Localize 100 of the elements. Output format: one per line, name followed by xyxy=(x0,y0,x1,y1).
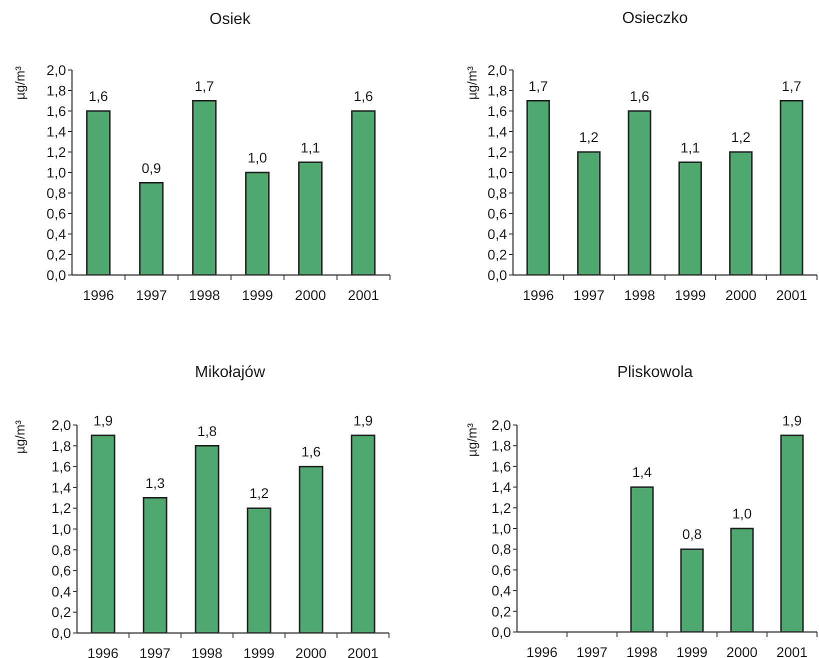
x-tick-label: 2001 xyxy=(347,645,379,658)
bar xyxy=(298,466,324,633)
y-tick-label: 1,0 xyxy=(488,164,508,180)
y-tick-label: 0,2 xyxy=(488,246,508,262)
y-tick-label: 0,4 xyxy=(492,582,512,599)
x-tick-label: 2000 xyxy=(725,287,757,303)
bar xyxy=(350,434,376,633)
y-tick-label: 0,4 xyxy=(52,583,72,600)
bar xyxy=(351,110,376,275)
x-tick-label: 1996 xyxy=(522,287,554,303)
y-tick-label: 1,4 xyxy=(488,123,508,140)
y-axis-title: µg/m³ xyxy=(12,66,28,100)
y-tick-label: 2,0 xyxy=(492,416,512,433)
x-tick-label: 1996 xyxy=(82,287,114,303)
data-label: 1,2 xyxy=(731,129,751,145)
x-tick-label: 2000 xyxy=(295,645,327,658)
bar xyxy=(194,445,220,633)
data-label: 1,7 xyxy=(528,78,548,94)
data-label: 0,8 xyxy=(682,526,702,542)
data-label: 1,9 xyxy=(353,412,373,428)
y-tick-label: 1,8 xyxy=(46,82,66,98)
data-label: 1,7 xyxy=(782,78,802,94)
y-tick-label: 1,0 xyxy=(52,520,72,537)
y-tick-label: 0,4 xyxy=(488,226,508,242)
x-tick-label: 1999 xyxy=(674,287,706,303)
y-tick-label: 1,6 xyxy=(52,458,72,475)
y-tick-label: 0,6 xyxy=(492,562,512,578)
bar xyxy=(139,182,164,275)
y-tick-label: 0,8 xyxy=(52,542,72,558)
data-label: 1,7 xyxy=(194,78,214,94)
bar xyxy=(780,100,804,275)
x-tick-label: 2000 xyxy=(726,644,758,658)
y-tick-label: 1,0 xyxy=(492,520,512,536)
data-label: 1,2 xyxy=(579,129,599,145)
bar xyxy=(678,162,702,275)
chart-title: Mikołajów xyxy=(194,364,266,382)
y-tick-label: 1,8 xyxy=(492,438,512,454)
x-tick-label: 2001 xyxy=(776,644,808,658)
y-tick-label: 1,4 xyxy=(492,479,512,496)
y-tick-label: 2,0 xyxy=(46,62,66,78)
y-tick-label: 0,8 xyxy=(46,184,66,201)
x-tick-label: 1998 xyxy=(191,645,223,658)
data-label: 1,6 xyxy=(301,444,321,460)
y-tick-label: 0,2 xyxy=(52,604,72,620)
x-tick-label: 1999 xyxy=(242,287,274,303)
y-tick-label: 1,6 xyxy=(46,102,66,119)
x-tick-label: 2001 xyxy=(776,287,808,303)
y-tick-label: 0,2 xyxy=(492,603,512,620)
bar xyxy=(86,110,111,275)
y-tick-label: 2,0 xyxy=(52,416,72,433)
y-tick-label: 1,6 xyxy=(488,102,508,119)
x-tick-label: 1996 xyxy=(87,645,119,658)
y-tick-label: 1,8 xyxy=(52,438,72,454)
y-tick-label: 2,0 xyxy=(488,62,508,78)
bar xyxy=(630,486,654,632)
bar xyxy=(526,100,550,275)
bar xyxy=(90,434,116,633)
data-label: 1,1 xyxy=(680,139,700,156)
bar xyxy=(780,434,804,632)
data-label: 1,0 xyxy=(248,150,268,166)
bar xyxy=(628,110,652,275)
data-label: 1,9 xyxy=(93,412,113,428)
y-tick-label: 0,0 xyxy=(52,624,72,641)
bar xyxy=(245,172,270,275)
data-label: 1,3 xyxy=(145,474,165,491)
data-label: 1,4 xyxy=(632,464,652,480)
x-tick-label: 1997 xyxy=(573,287,605,303)
x-tick-label: 1997 xyxy=(576,644,608,658)
chart-title: Osiek xyxy=(210,11,250,29)
data-label: 1,6 xyxy=(354,88,374,104)
chart-title: Pliskowola xyxy=(617,364,693,382)
data-label: 1,6 xyxy=(88,88,108,104)
bar xyxy=(192,100,217,275)
bar xyxy=(298,162,323,275)
x-tick-label: 1997 xyxy=(139,645,171,658)
x-tick-label: 1998 xyxy=(626,644,658,658)
data-label: 1,2 xyxy=(249,485,269,502)
y-tick-label: 0,0 xyxy=(488,266,508,283)
y-tick-label: 1,2 xyxy=(488,144,508,160)
x-tick-label: 2001 xyxy=(348,287,380,303)
bar xyxy=(246,507,272,633)
bar xyxy=(577,151,601,275)
y-tick-label: 1,4 xyxy=(52,479,72,496)
y-tick-label: 0,2 xyxy=(46,246,66,262)
y-tick-label: 1,2 xyxy=(46,144,66,160)
y-tick-label: 0,4 xyxy=(46,226,66,242)
y-tick-label: 1,4 xyxy=(46,123,66,140)
y-axis-title: µg/m³ xyxy=(464,423,480,457)
y-tick-label: 1,2 xyxy=(52,500,72,516)
x-tick-label: 1997 xyxy=(136,287,168,303)
y-tick-label: 0,8 xyxy=(488,184,508,201)
data-label: 1,1 xyxy=(300,139,320,156)
y-tick-label: 0,0 xyxy=(46,266,66,283)
data-label: 1,6 xyxy=(630,88,650,104)
data-label: 0,9 xyxy=(142,160,162,176)
y-tick-label: 1,8 xyxy=(488,82,508,98)
y-tick-label: 0,8 xyxy=(492,541,512,558)
data-label: 1,8 xyxy=(197,422,217,439)
y-tick-label: 0,6 xyxy=(52,562,72,579)
y-tick-label: 1,0 xyxy=(46,164,66,180)
